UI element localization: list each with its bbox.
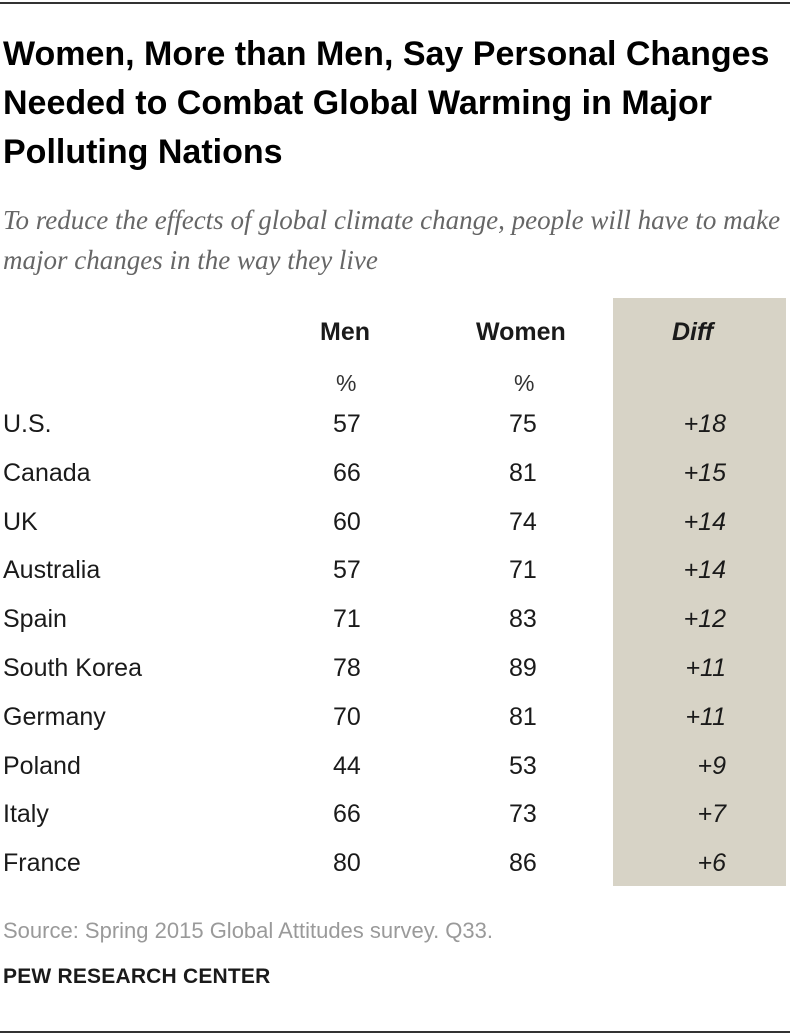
diff-value-cell: +9 <box>697 751 726 780</box>
country-cell: Poland <box>3 751 81 780</box>
men-value-cell: 57 <box>333 410 361 438</box>
diff-value-cell: +18 <box>683 410 726 438</box>
table-row: France 80 86 +6 <box>0 846 790 895</box>
table-row: Canada 66 81 +15 <box>0 456 790 505</box>
women-value-cell: 81 <box>509 458 537 487</box>
table-row: UK 60 74 +14 <box>0 505 790 554</box>
diff-value-cell: +14 <box>683 556 726 585</box>
table-row: Spain 71 83 +12 <box>0 602 790 651</box>
unit-women: % <box>514 370 535 396</box>
chart-subtitle: To reduce the effects of global climate … <box>3 205 781 275</box>
table-row: Australia 57 71 +14 <box>0 553 790 602</box>
men-value-cell: 44 <box>333 751 361 780</box>
table-row: Germany 70 81 +11 <box>0 700 790 749</box>
women-value-cell: 89 <box>509 653 537 682</box>
diff-value-cell: +6 <box>697 849 726 878</box>
diff-value-cell: +7 <box>697 800 726 829</box>
bottom-rule <box>0 1031 790 1033</box>
women-value-cell: 71 <box>509 556 537 585</box>
country-cell: UK <box>3 507 38 536</box>
column-header-women: Women <box>476 318 566 346</box>
diff-value-cell: +15 <box>683 458 726 487</box>
source-note: Source: Spring 2015 Global Attitudes sur… <box>3 918 493 943</box>
women-value-cell: 53 <box>509 751 537 780</box>
table-row: Italy 66 73 +7 <box>0 797 790 846</box>
country-cell: Canada <box>3 458 91 487</box>
table-row: U.S. 57 75 +18 <box>0 407 790 456</box>
chart-title: Women, More than Men, Say Personal Chang… <box>3 35 770 171</box>
country-cell: Germany <box>3 702 106 731</box>
country-cell: France <box>3 849 81 878</box>
diff-value-cell: +11 <box>685 702 726 731</box>
women-value-cell: 83 <box>509 605 537 634</box>
country-cell: U.S. <box>3 410 52 438</box>
brand-label: PEW RESEARCH CENTER <box>3 965 271 988</box>
men-value-cell: 66 <box>333 458 361 487</box>
country-cell: South Korea <box>3 653 142 682</box>
top-rule <box>0 2 790 4</box>
men-value-cell: 60 <box>333 507 361 536</box>
diff-value-cell: +12 <box>683 605 726 634</box>
men-value-cell: 70 <box>333 702 361 731</box>
table-row: Poland 44 53 +9 <box>0 749 790 798</box>
women-value-cell: 74 <box>509 507 537 536</box>
men-value-cell: 66 <box>333 800 361 829</box>
diff-column-highlight <box>613 298 786 886</box>
men-value-cell: 57 <box>333 556 361 585</box>
women-value-cell: 73 <box>509 800 537 829</box>
men-value-cell: 71 <box>333 605 361 634</box>
unit-men: % <box>336 370 357 396</box>
country-cell: Spain <box>3 605 67 634</box>
women-value-cell: 81 <box>509 702 537 731</box>
diff-value-cell: +11 <box>685 653 726 682</box>
women-value-cell: 86 <box>509 849 537 878</box>
column-header-men: Men <box>320 318 370 346</box>
men-value-cell: 78 <box>333 653 361 682</box>
women-value-cell: 75 <box>509 410 537 438</box>
country-cell: Italy <box>3 800 49 829</box>
table-body: U.S. 57 75 +18 Canada 66 81 +15 UK 60 74 +14 Austral… <box>0 407 790 895</box>
table-row: South Korea 78 89 +11 <box>0 651 790 700</box>
column-header-diff: Diff <box>672 318 714 346</box>
men-value-cell: 80 <box>333 849 361 878</box>
diff-value-cell: +14 <box>683 507 726 536</box>
country-cell: Australia <box>3 556 101 585</box>
